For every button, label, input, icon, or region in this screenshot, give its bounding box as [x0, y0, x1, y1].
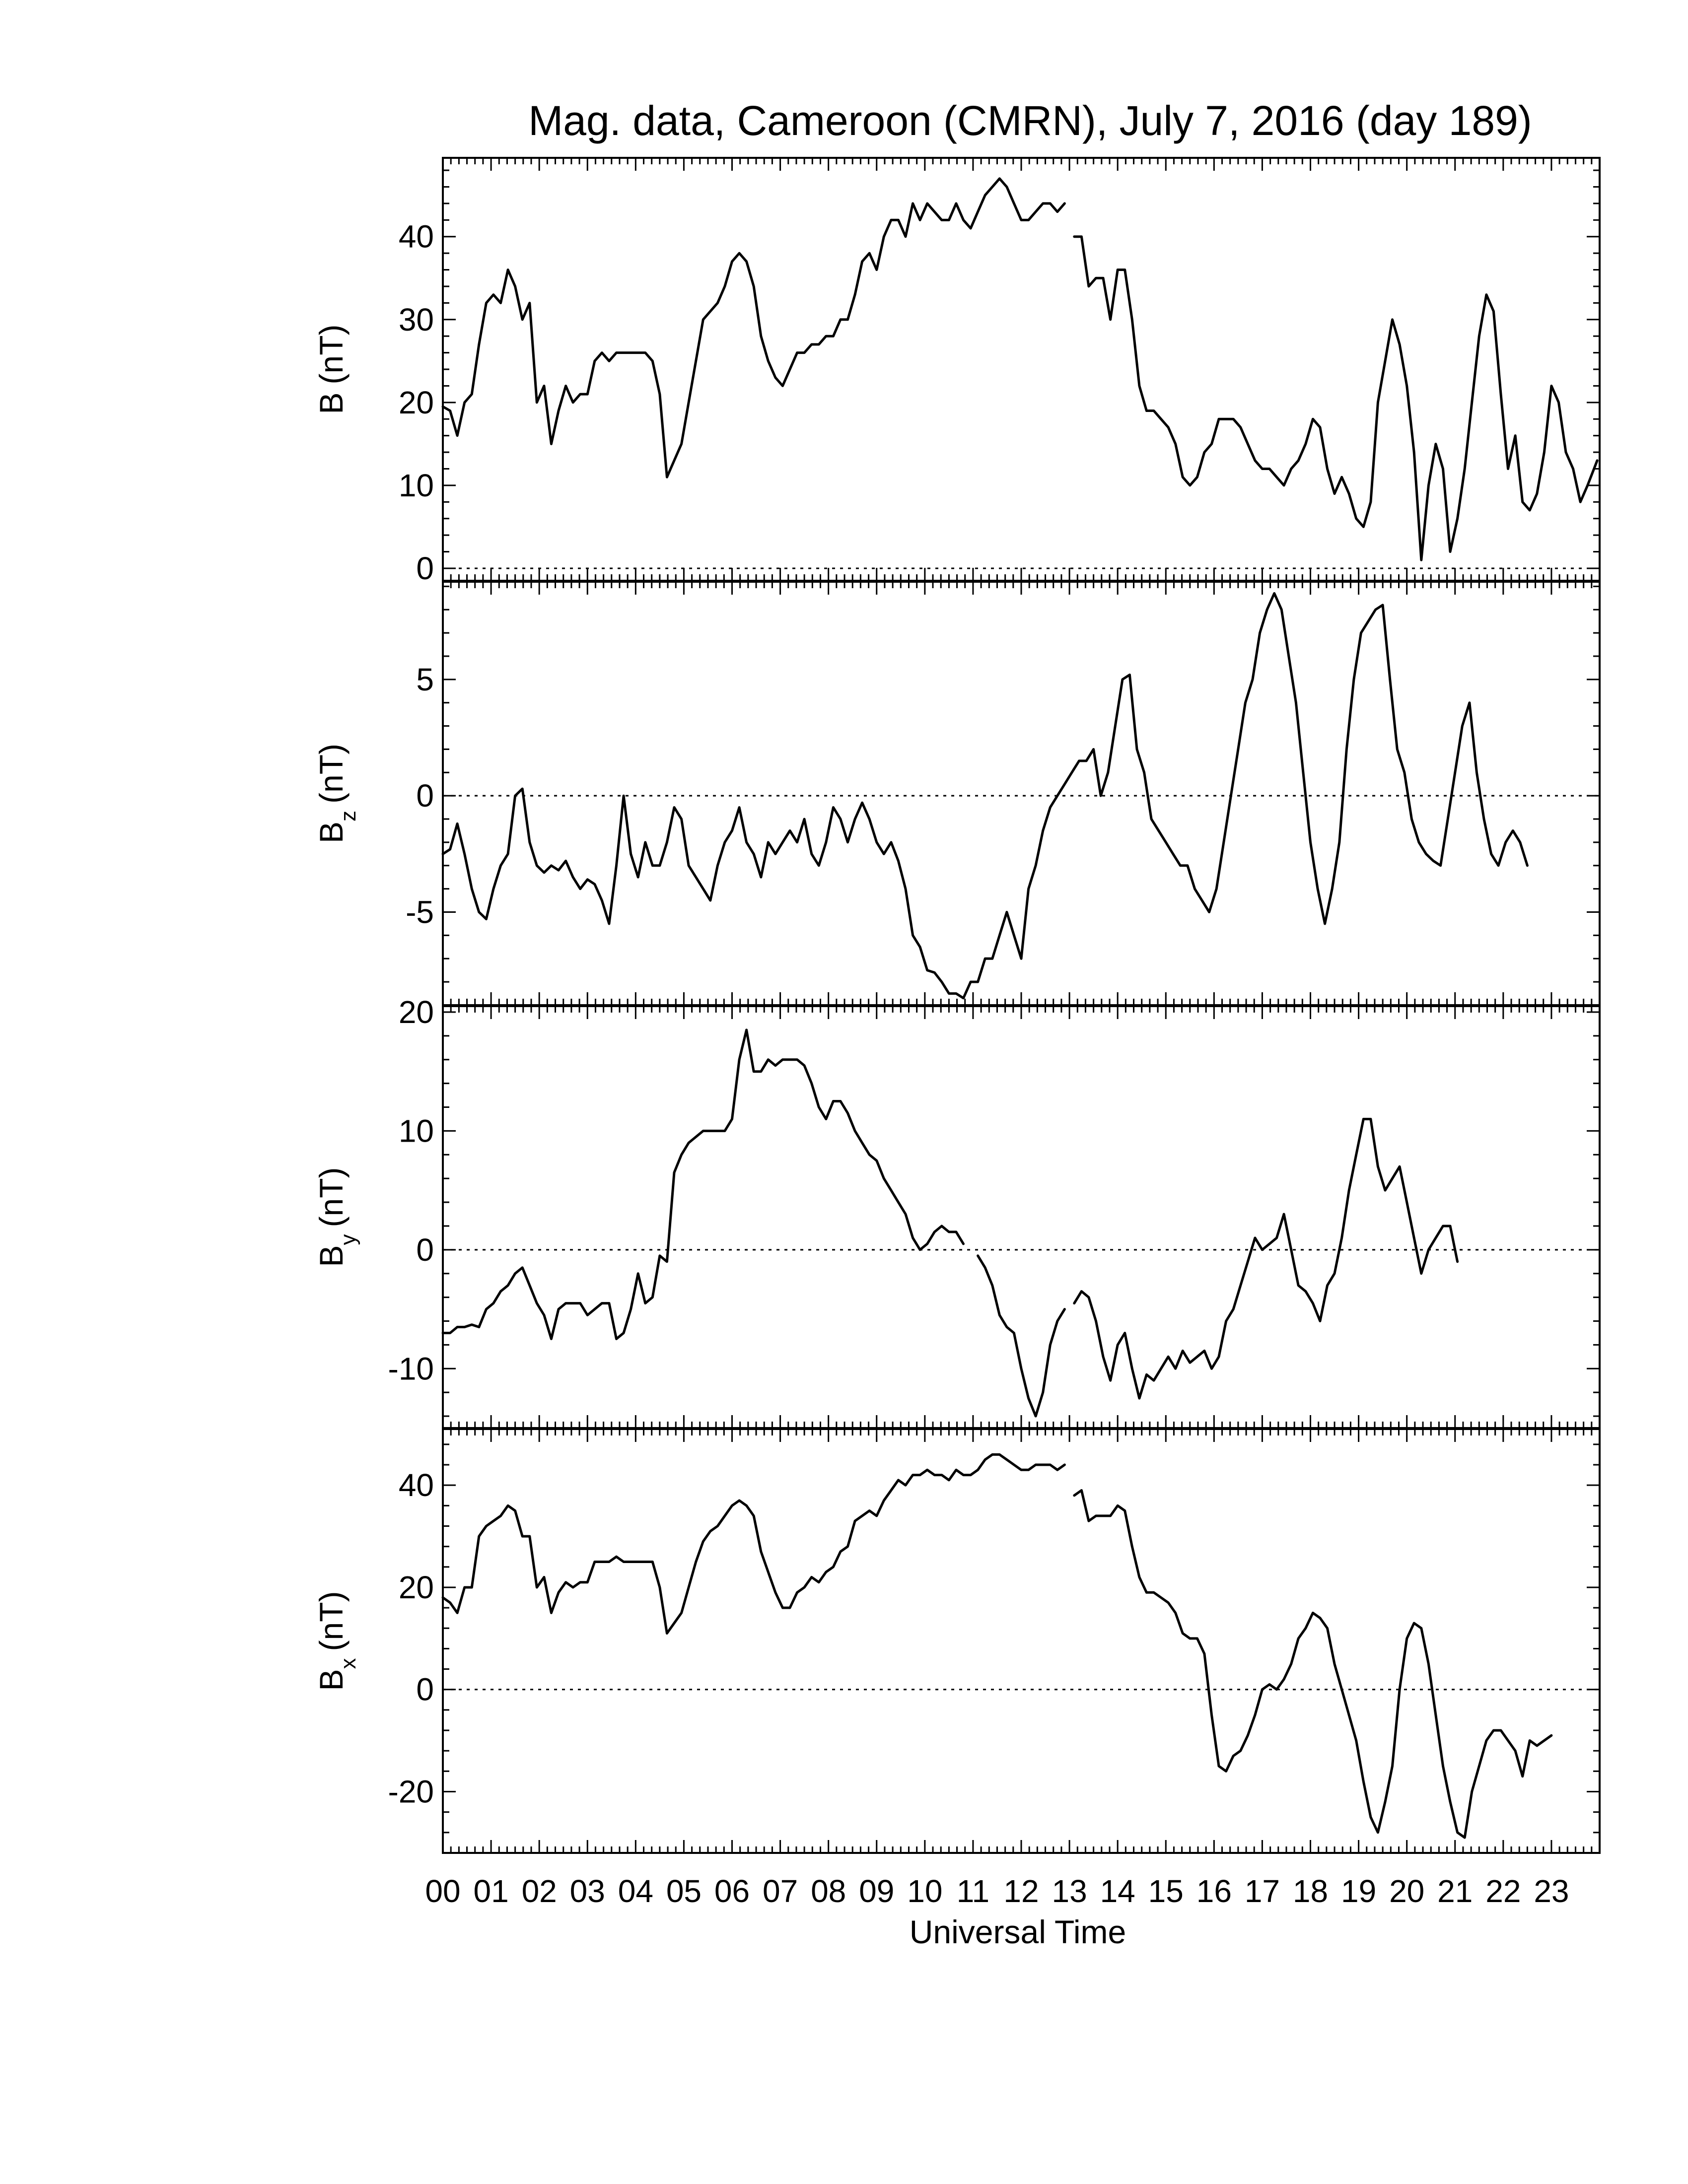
x-tick-label: 05	[666, 1873, 702, 1909]
y-tick-label: -5	[406, 894, 434, 930]
y-tick-label: -10	[388, 1351, 434, 1386]
y-axis-label-subscript: x	[336, 1658, 360, 1669]
y-axis-label-subscript: y	[336, 1234, 360, 1245]
y-tick-label: 0	[416, 1672, 434, 1707]
x-tick-label: 06	[714, 1873, 750, 1909]
x-tick-label: 18	[1293, 1873, 1328, 1909]
x-tick-label: 00	[425, 1873, 460, 1909]
y-tick-label: 40	[399, 219, 434, 255]
x-tick-marks	[442, 1429, 1601, 1853]
x-axis-label: Universal Time	[910, 1913, 1126, 1950]
x-tick-label: 19	[1341, 1873, 1376, 1909]
x-tick-label: 02	[522, 1873, 557, 1909]
x-tick-marks	[442, 1006, 1601, 1428]
x-tick-label: 12	[1003, 1873, 1039, 1909]
x-tick-label: 04	[618, 1873, 653, 1909]
y-axis-label-symbol: B	[313, 392, 350, 414]
x-tick-label: 16	[1196, 1873, 1232, 1909]
x-tick-label: 03	[570, 1873, 605, 1909]
x-tick-marks	[442, 158, 1601, 581]
y-axis-label-unit: (nT)	[313, 1591, 350, 1651]
x-tick-label: 21	[1437, 1873, 1473, 1909]
data-series-B	[441, 177, 1599, 561]
y-tick-label: 10	[399, 1113, 434, 1149]
x-tick-label: 09	[859, 1873, 894, 1909]
x-tick-label: 20	[1389, 1873, 1424, 1909]
x-tick-label: 08	[811, 1873, 846, 1909]
y-axis-label-unit: (nT)	[313, 1167, 350, 1227]
x-tick-label: 17	[1245, 1873, 1280, 1909]
chart-title: Mag. data, Cameroon (CMRN), July 7, 2016…	[528, 97, 1532, 144]
x-tick-label: 10	[907, 1873, 942, 1909]
y-axis-label: Bx (nT)	[313, 1591, 360, 1691]
y-axis-label: By (nT)	[313, 1167, 360, 1267]
y-tick-label: 20	[399, 994, 434, 1030]
y-axis-label-symbol: B	[313, 1245, 350, 1267]
x-tick-marks	[442, 582, 1601, 1005]
x-tick-label: 22	[1485, 1873, 1521, 1909]
x-tick-label: 07	[763, 1873, 798, 1909]
y-axis-label-subscript: z	[336, 811, 360, 821]
y-tick-label: 20	[399, 385, 434, 420]
x-tick-label: 23	[1534, 1873, 1569, 1909]
data-series-Bx	[441, 1453, 1553, 1839]
y-axis-label: Bz (nT)	[313, 744, 360, 843]
x-tick-label: 15	[1148, 1873, 1184, 1909]
y-tick-label: 0	[416, 550, 434, 586]
y-tick-label: 20	[399, 1570, 434, 1605]
x-tick-labels: 00 01 02 03 04 05 06 07 08 09 10 11 12 13 14 15 16 17 18 19…	[425, 1873, 1569, 1909]
data-series-By	[441, 1028, 1459, 1418]
y-tick-label: 5	[416, 662, 434, 697]
x-tick-label: 11	[957, 1873, 989, 1909]
panel-By: -10 0 10 20 By (nT)	[313, 994, 1601, 1429]
x-tick-label: 01	[473, 1873, 508, 1909]
y-axis-label-symbol: B	[313, 821, 350, 843]
y-tick-label: 30	[399, 302, 434, 338]
panel-B: 0 10 20 30 40 B (nT)	[313, 157, 1601, 586]
y-tick-label: -20	[388, 1774, 434, 1810]
y-axis-label-symbol: B	[313, 1669, 350, 1691]
y-tick-label: 0	[416, 778, 434, 814]
x-tick-label: 14	[1100, 1873, 1135, 1909]
panel-Bx: -20 0 20 40 Bx (nT)	[313, 1428, 1601, 1854]
panels-group: 010203040B(nT)-505Bz(nT)-1001020By(nT)-2…	[313, 157, 1601, 1854]
x-tick-label: 13	[1052, 1873, 1087, 1909]
y-axis-label-unit: (nT)	[313, 744, 350, 804]
panel-frame	[442, 1428, 1601, 1854]
panel-frame	[442, 581, 1601, 1006]
y-axis-label-unit: (nT)	[313, 324, 350, 384]
panel-Bz: -5 0 5 Bz (nT)	[313, 581, 1601, 1006]
y-tick-label: 0	[416, 1232, 434, 1268]
y-tick-label: 40	[399, 1467, 434, 1503]
y-axis-label: B (nT)	[313, 324, 350, 414]
y-tick-label: 10	[399, 468, 434, 503]
data-series-Bz	[441, 592, 1529, 1000]
